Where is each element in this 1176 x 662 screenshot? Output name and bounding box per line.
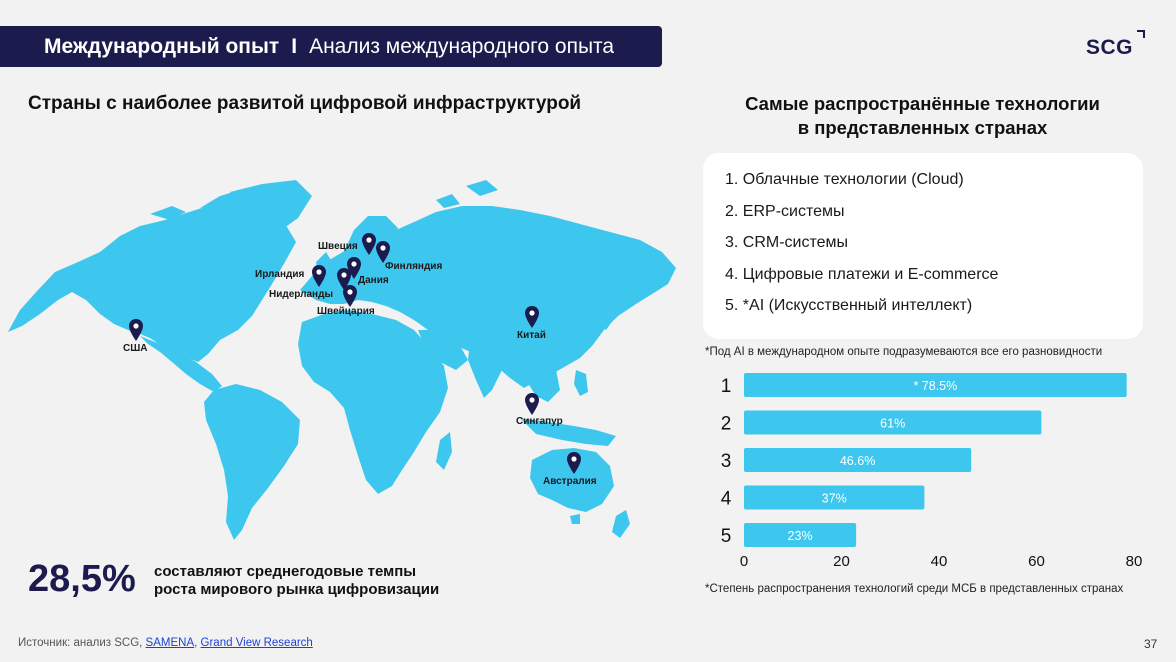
africa-landmass (298, 310, 448, 494)
country-label-netherlands: Нидерланды (269, 289, 333, 300)
map-pin-icon (343, 285, 357, 307)
bar (744, 448, 972, 472)
map-pin-icon (129, 319, 143, 341)
sakhalin-landmass (618, 262, 628, 290)
tech-item-ai: 5. *AI (Искусственный интеллект) (725, 297, 973, 314)
map-pin-icon (337, 268, 351, 290)
bar-category-label: 5 (721, 526, 732, 547)
india-landmass (468, 340, 506, 398)
x-tick-label: 80 (1126, 553, 1143, 570)
country-label-usa: США (123, 343, 148, 354)
bar (744, 373, 1127, 397)
central-america-landmass (140, 336, 222, 392)
tech-title-line-2: в представленных странах (797, 117, 1048, 138)
header-bar: Международный опыт I Анализ международно… (0, 26, 662, 67)
bar-category-label: 1 (721, 376, 732, 397)
section-title: Международный опыт (44, 34, 280, 58)
arctic-siberia-landmass (436, 180, 498, 208)
map-pin-icon (525, 306, 539, 328)
scg-logo: SCG (1086, 36, 1134, 59)
north-america-landmass (8, 190, 296, 362)
bar-category-label: 4 (721, 489, 732, 510)
bar-value-label: 37% (822, 492, 847, 506)
bar-value-label: * 78.5% (913, 379, 957, 393)
australia-landmass (530, 448, 614, 512)
tech-item-payments: 4. Цифровые платежи и E-commerce (725, 266, 999, 283)
south-america-landmass (204, 384, 300, 540)
growth-rate-description: составляют среднегодовые темпы роста мир… (154, 563, 439, 599)
country-label-switzerland: Швейцария (317, 306, 375, 317)
southeast-asia-landmass (520, 360, 560, 402)
country-label-singapore: Сингапур (516, 416, 563, 427)
source-link-grand-view-research[interactable]: Grand View Research (200, 637, 313, 649)
tasmania-landmass (570, 514, 580, 524)
japan-landmass (598, 296, 616, 330)
map-pin-icon (567, 452, 581, 474)
country-label-denmark: Дания (358, 275, 389, 286)
map-title: Страны с наиболее развитой цифровой инфр… (28, 93, 582, 114)
growth-desc-line-2: роста мирового рынка цифровизации (154, 581, 440, 598)
tech-list-card: 1. Облачные технологии (Cloud) 2. ERP-си… (703, 153, 1143, 339)
map-pin-icon (312, 265, 326, 287)
x-tick-label: 0 (740, 553, 748, 570)
bar-category-label: 2 (721, 414, 732, 435)
tech-item-cloud: 1. Облачные технологии (Cloud) (725, 171, 964, 188)
section-subtitle: Анализ международного опыта (309, 34, 615, 58)
bar-value-label: 23% (788, 529, 813, 543)
map-pin-icon (362, 233, 376, 255)
tech-section-title: Самые распространённые технологии в пред… (700, 92, 1145, 140)
world-map (8, 180, 676, 540)
philippines-landmass (574, 370, 588, 396)
country-label-australia: Австралия (543, 476, 597, 487)
growth-rate-value: 28,5% (28, 558, 136, 600)
bar-category-label: 3 (721, 451, 732, 472)
country-label-ireland: Ирландия (255, 269, 305, 280)
country-label-sweden: Швеция (318, 241, 358, 252)
indonesia-landmass (520, 418, 616, 446)
madagascar-landmass (436, 432, 452, 470)
greenland-landmass (230, 180, 312, 234)
growth-desc-line-1: составляют среднегодовые темпы (154, 563, 417, 580)
source-note: Источник: анализ SCG, SAMENA, Grand View… (18, 637, 313, 649)
arctic-islands-landmass (150, 190, 240, 220)
map-pin-icon (525, 393, 539, 415)
new-zealand-landmass (612, 510, 630, 538)
x-tick-label: 20 (833, 553, 850, 570)
bar-value-label: 61% (880, 417, 905, 431)
bar (744, 523, 857, 547)
country-label-finland: Финляндия (385, 261, 443, 272)
chart-footnote: *Степень распространения технологий сред… (705, 583, 1124, 595)
tech-item-erp: 2. ERP-системы (725, 203, 845, 220)
map-pin-icon (376, 241, 390, 263)
bar-value-label: 46.6% (840, 454, 875, 468)
header-separator: I (291, 34, 298, 58)
x-tick-label: 60 (1028, 553, 1045, 570)
source-comma: , (194, 637, 198, 649)
ai-footnote: *Под AI в международном опыте подразумев… (705, 346, 1103, 358)
logo-corner-mark (1137, 30, 1145, 38)
tech-title-line-1: Самые распространённые технологии (745, 93, 1100, 114)
page-number: 37 (1144, 637, 1158, 651)
source-link-samena[interactable]: SAMENA (145, 637, 195, 649)
tech-item-crm: 3. CRM-системы (725, 234, 849, 251)
bar (744, 410, 1042, 435)
country-label-china: Китай (517, 330, 546, 341)
source-prefix: Источник: анализ SCG, (18, 637, 143, 649)
map-pin-icon (347, 257, 361, 279)
eurasia-landmass (300, 206, 676, 388)
technology-adoption-bar-chart: 1 * 78.5% 2 61% 3 46.6% 4 37% 5 23% 0 20 40 60 80 (721, 373, 1143, 570)
arabia-landmass (418, 330, 468, 370)
bar (744, 485, 925, 510)
x-tick-label: 40 (931, 553, 948, 570)
